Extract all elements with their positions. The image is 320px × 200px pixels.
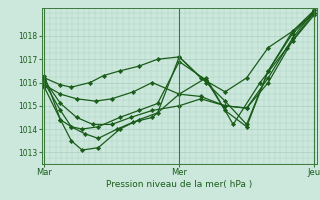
X-axis label: Pression niveau de la mer( hPa ): Pression niveau de la mer( hPa ) <box>106 180 252 189</box>
